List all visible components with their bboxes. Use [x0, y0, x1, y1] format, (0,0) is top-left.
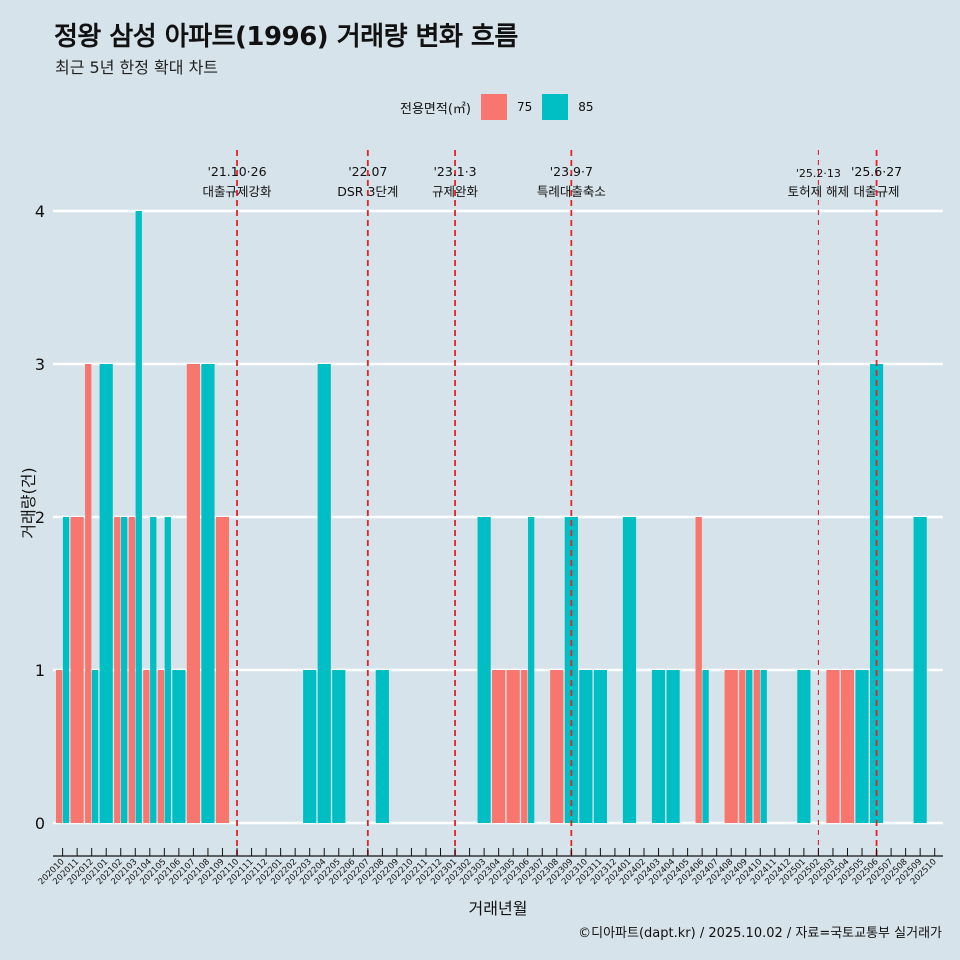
bar-75-202010	[56, 670, 63, 823]
bar-75-202306	[521, 670, 528, 823]
event-date-label: '25.6·27	[851, 164, 902, 179]
event-date-label: '25.2·13	[796, 167, 841, 180]
bar-85-202106	[172, 670, 186, 823]
bar-85-202204	[317, 364, 331, 823]
event-name-label: 특례대출축소	[537, 184, 606, 199]
bar-75-202305	[506, 670, 520, 823]
bar-75-202308	[550, 670, 564, 823]
legend-swatch-85	[542, 94, 569, 120]
y-tick-label: 1	[35, 661, 45, 680]
bar-85-202505	[855, 670, 869, 823]
event-name-label: 대출규제강화	[203, 184, 273, 199]
bar-85-202410	[760, 670, 767, 823]
bar-75-202504	[840, 670, 855, 823]
event-date-label: '23.1·3	[433, 164, 476, 179]
bar-85-202208	[375, 670, 389, 823]
bar-85-202103	[135, 211, 142, 823]
bar-75-202406	[695, 517, 702, 823]
chart-subtitle: 최근 5년 한정 확대 차트	[55, 58, 219, 77]
bar-85-202404	[666, 670, 680, 823]
bar-85-202205	[332, 670, 346, 823]
legend-label-85: 85	[578, 100, 594, 114]
event-date-label: '22.07	[348, 164, 387, 179]
legend: 전용면적(㎡) 75 85	[400, 92, 604, 122]
bar-85-202105	[164, 517, 171, 823]
bar-85-202010	[62, 517, 70, 823]
event-name-label: 규제완화	[432, 184, 479, 199]
bar-85-202509	[913, 517, 927, 823]
bar-75-202410	[753, 670, 760, 823]
bar-75-202409	[739, 670, 746, 823]
bar-85-202311	[593, 670, 607, 823]
bar-75-202304	[492, 670, 506, 823]
bar-75-202105	[157, 670, 165, 823]
bar-85-202306	[528, 517, 535, 823]
bar-85-202403	[651, 670, 666, 823]
bar-85-202310	[579, 670, 593, 823]
source-caption: ©디아파트(dapt.kr) / 2025.10.02 / 자료=국토교통부 실…	[578, 926, 942, 941]
bar-75-202011	[70, 517, 84, 823]
bar-85-202406	[702, 670, 709, 823]
bar-75-202503	[826, 670, 840, 823]
legend-title: 전용면적(㎡)	[400, 101, 471, 117]
y-tick-label: 4	[35, 202, 45, 221]
y-axis-title: 거래량(건)	[19, 467, 38, 538]
bar-75-202109	[215, 517, 230, 823]
bar-85-202401	[622, 517, 637, 823]
bar-75-202104	[143, 670, 150, 823]
bar-75-202103	[128, 517, 135, 823]
legend-label-75: 75	[516, 100, 533, 114]
bar-85-202104	[150, 517, 157, 823]
legend-swatch-75	[480, 94, 507, 120]
x-axis-title: 거래년월	[469, 899, 528, 918]
bar-85-202108	[201, 364, 215, 823]
bar-85-202101	[99, 364, 113, 823]
bar-75-202012	[85, 364, 92, 823]
y-tick-label: 0	[35, 814, 45, 833]
bar-85-202409	[746, 670, 753, 823]
event-date-label: '23.9·7	[550, 164, 593, 179]
bar-85-202203	[303, 670, 317, 823]
y-tick-label: 3	[35, 355, 45, 374]
y-tick-label: 2	[35, 508, 45, 527]
chart-title: 정왕 삼성 아파트(1996) 거래량 변화 흐름	[54, 22, 518, 52]
bar-85-202012	[91, 670, 99, 823]
bar-75-202102	[114, 517, 121, 823]
bar-85-202303	[477, 517, 491, 823]
event-date-label: '21.10·26	[207, 164, 266, 179]
event-name-label: 대출규제	[854, 184, 900, 199]
bar-85-202501	[797, 670, 811, 823]
bar-75-202408	[724, 670, 738, 823]
bar-85-202102	[121, 517, 128, 823]
bar-75-202107	[186, 364, 201, 823]
event-name-label: 토허제 해제	[788, 184, 849, 199]
event-name-label: DSR 3단계	[337, 184, 398, 199]
